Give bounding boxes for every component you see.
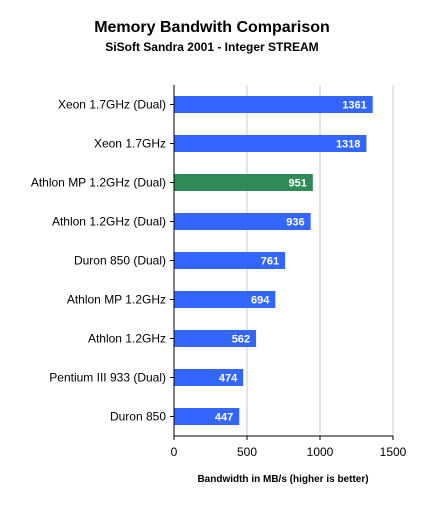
value-label-0: 1361	[342, 100, 366, 112]
chart-title: Memory Bandwith Comparison	[94, 19, 330, 36]
bar-3	[174, 213, 311, 230]
tick-label-500: 500	[237, 445, 257, 459]
bars-group: 1361 1318 951 936 761 694 562 474 447	[174, 96, 373, 425]
value-label-4: 761	[261, 256, 279, 268]
bar-0	[174, 96, 373, 113]
x-axis-label: Bandwidth in MB/s (higher is better)	[197, 474, 368, 485]
value-label-6: 562	[232, 334, 250, 346]
category-label-5: Athlon MP 1.2GHz	[67, 293, 166, 307]
bar-2	[174, 174, 313, 191]
value-label-3: 936	[286, 217, 304, 229]
category-label-7: Pentium III 933 (Dual)	[49, 371, 166, 385]
tick-label-0: 0	[171, 445, 178, 459]
category-label-4: Duron 850 (Dual)	[74, 254, 166, 268]
category-label-1: Xeon 1.7GHz	[94, 137, 166, 151]
bar-8	[174, 408, 240, 425]
bar-1	[174, 135, 367, 152]
bar-6	[174, 330, 257, 347]
category-label-6: Athlon 1.2GHz	[88, 332, 166, 346]
bar-4	[174, 252, 286, 269]
bar-5	[174, 291, 276, 308]
axes: 0 500 1000 1500 Xeon 1.7GHz (Dual) Xeon 1.7GH…	[31, 85, 407, 459]
category-label-3: Athlon 1.2GHz (Dual)	[52, 215, 166, 229]
value-label-1: 1318	[336, 139, 360, 151]
chart-subtitle: SiSoft Sandra 2001 - Integer STREAM	[105, 40, 318, 54]
category-label-2: Athlon MP 1.2GHz (Dual)	[31, 176, 166, 190]
value-label-2: 951	[288, 178, 306, 190]
value-label-8: 447	[215, 412, 233, 424]
bar-7	[174, 369, 244, 386]
value-label-7: 474	[219, 373, 238, 385]
category-label-8: Duron 850	[110, 410, 166, 424]
category-label-0: Xeon 1.7GHz (Dual)	[58, 98, 166, 112]
tick-label-1500: 1500	[380, 445, 407, 459]
tick-label-1000: 1000	[307, 445, 334, 459]
value-label-5: 694	[251, 295, 270, 307]
